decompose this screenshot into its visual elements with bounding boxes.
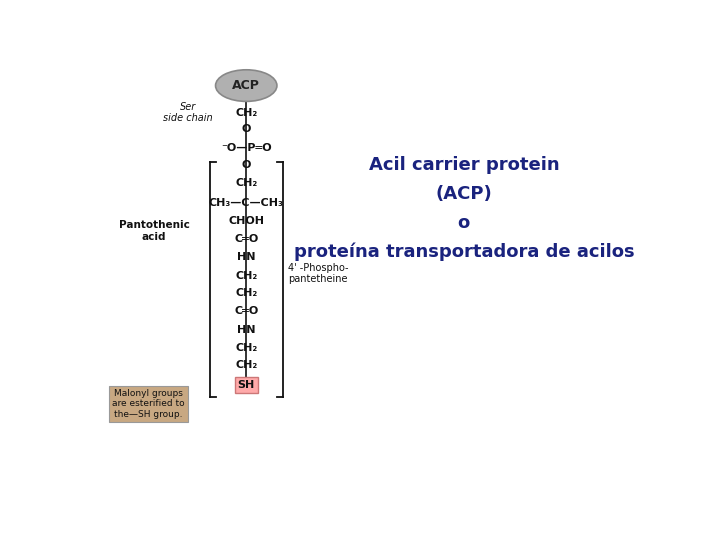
Text: CH₃—C—CH₃: CH₃—C—CH₃: [209, 198, 284, 208]
Text: O: O: [241, 124, 251, 134]
Text: O: O: [241, 160, 251, 171]
Text: proteína transportadora de acilos: proteína transportadora de acilos: [294, 242, 634, 261]
Text: C═O: C═O: [234, 306, 258, 316]
Text: CH₂: CH₂: [235, 107, 257, 118]
Text: Pantothenic
acid: Pantothenic acid: [119, 220, 189, 242]
Text: CH₂: CH₂: [235, 342, 257, 353]
Text: HN: HN: [237, 325, 256, 335]
Text: CH₂: CH₂: [235, 271, 257, 281]
Text: C═O: C═O: [234, 234, 258, 245]
Ellipse shape: [215, 70, 277, 102]
Text: Ser
side chain: Ser side chain: [163, 102, 212, 124]
Text: SH: SH: [238, 380, 255, 390]
Text: o: o: [458, 214, 470, 232]
Text: ⁻O—P═O: ⁻O—P═O: [221, 143, 271, 153]
Text: 4' -Phospho-
pantetheine: 4' -Phospho- pantetheine: [288, 263, 348, 285]
Text: Acil carrier protein: Acil carrier protein: [369, 156, 559, 173]
Text: ACP: ACP: [233, 79, 260, 92]
Text: CH₂: CH₂: [235, 288, 257, 299]
Text: CH₂: CH₂: [235, 178, 257, 188]
Text: CH₂: CH₂: [235, 360, 257, 370]
Text: Malonyl groups
are esterified to
the—SH group.: Malonyl groups are esterified to the—SH …: [112, 389, 185, 419]
Text: CHOH: CHOH: [228, 215, 264, 226]
Text: (ACP): (ACP): [436, 185, 492, 202]
Text: HN: HN: [237, 252, 256, 262]
